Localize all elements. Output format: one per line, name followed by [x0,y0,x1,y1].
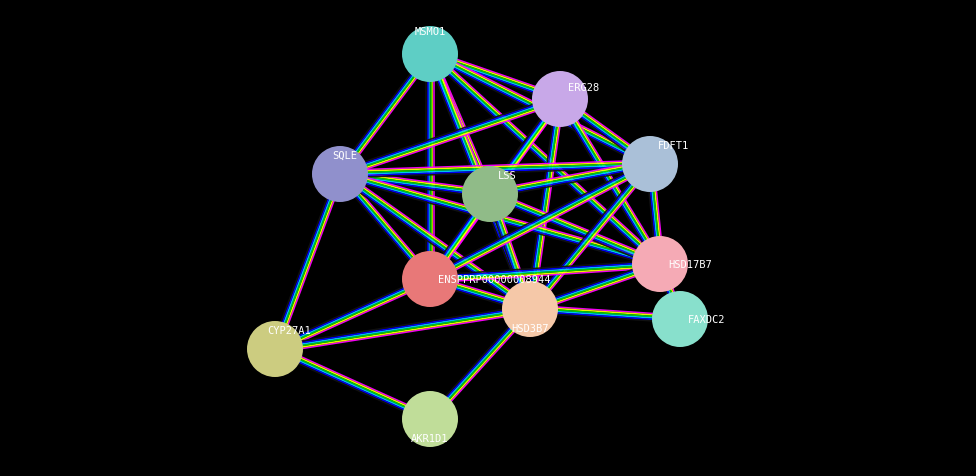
Circle shape [402,391,458,447]
Text: MSMO1: MSMO1 [415,27,446,37]
Circle shape [247,321,303,377]
Text: HSD3B7: HSD3B7 [511,323,549,333]
Text: ENSPPRP00000008944: ENSPPRP00000008944 [438,275,550,284]
Text: ERG28: ERG28 [568,83,599,93]
Text: AKR1D1: AKR1D1 [411,433,449,443]
Circle shape [502,281,558,337]
Circle shape [632,237,688,292]
Text: FAXDC2: FAXDC2 [688,314,725,324]
Circle shape [312,147,368,203]
Text: FDFT1: FDFT1 [658,141,689,151]
Text: HSD17B7: HSD17B7 [668,259,712,269]
Text: LSS: LSS [498,170,516,180]
Circle shape [402,27,458,83]
Circle shape [402,251,458,307]
Text: SQLE: SQLE [332,151,357,161]
Circle shape [532,72,588,128]
Circle shape [652,291,708,347]
Circle shape [462,167,518,223]
Circle shape [622,137,678,193]
Text: CYP27A1: CYP27A1 [267,325,310,335]
